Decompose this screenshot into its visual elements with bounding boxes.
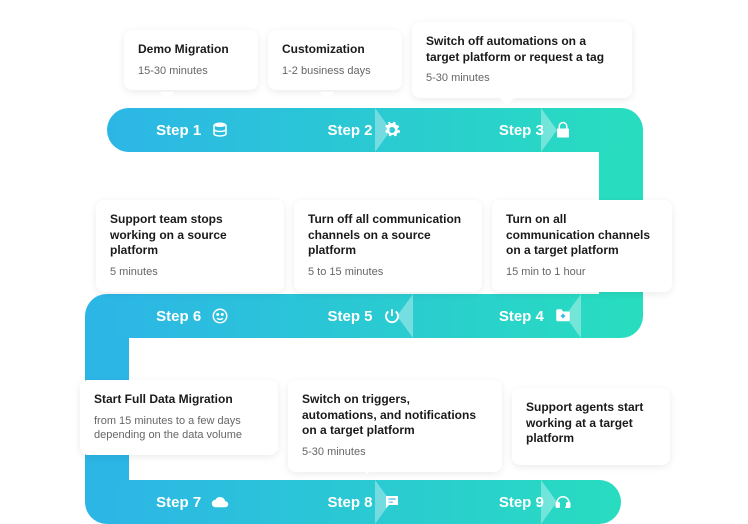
card-pointer: [500, 98, 514, 106]
step-7-title: Start Full Data Migration: [94, 392, 264, 408]
step-3-time: 5-30 minutes: [426, 71, 618, 86]
step-8-time: 5-30 minutes: [302, 445, 488, 460]
step-1-time: 15-30 minutes: [138, 64, 244, 79]
step-9-card: Support agents start working at a target…: [512, 388, 670, 465]
step-1-card: Demo Migration 15-30 minutes: [124, 30, 258, 90]
step-6-card: Support team stops working on a source p…: [96, 200, 284, 292]
step-5-time: 5 to 15 minutes: [308, 265, 468, 280]
step-5-title: Turn off all communication channels on a…: [308, 212, 468, 259]
step-3-title: Switch off automations on a target platf…: [426, 34, 618, 65]
step-5: Step 5: [278, 307, 449, 325]
step-8: Step 8: [278, 493, 449, 511]
step-4-label: Step 4: [499, 308, 544, 325]
step-2-time: 1-2 business days: [282, 64, 388, 79]
step-4-card: Turn on all communication channels on a …: [492, 200, 672, 292]
card-pointer: [180, 466, 194, 474]
step-8-card: Switch on triggers, automations, and not…: [288, 380, 502, 472]
step-2-title: Customization: [282, 42, 388, 58]
step-8-title: Switch on triggers, automations, and not…: [302, 392, 488, 439]
card-pointer: [540, 278, 554, 286]
step-1-label: Step 1: [156, 122, 201, 139]
step-4-title: Turn on all communication channels on a …: [506, 212, 658, 259]
step-5-label: Step 5: [327, 308, 372, 325]
step-7-time: from 15 minutes to a few days depending …: [94, 414, 264, 444]
step-6-time: 5 minutes: [110, 265, 270, 280]
step-6: Step 6: [107, 307, 278, 325]
chevron-divider: [565, 294, 581, 338]
chevron-divider: [541, 108, 557, 152]
step-7-card: Start Full Data Migration from 15 minute…: [80, 380, 278, 455]
card-pointer: [540, 454, 554, 462]
face-icon: [211, 307, 229, 325]
step-2-card: Customization 1-2 business days: [268, 30, 402, 90]
card-pointer: [160, 92, 174, 100]
chevron-divider: [397, 294, 413, 338]
step-6-title: Support team stops working on a source p…: [110, 212, 270, 259]
step-3-label: Step 3: [499, 122, 544, 139]
step-bar-row-1: Step 1 Step 2 Step 3: [107, 108, 621, 152]
step-6-label: Step 6: [156, 308, 201, 325]
step-4-time: 15 min to 1 hour: [506, 265, 658, 280]
card-pointer: [198, 278, 212, 286]
step-5-card: Turn off all communication channels on a…: [294, 200, 482, 292]
step-bar-row-2: Step 6 Step 5 Step 4: [107, 294, 621, 338]
chevron-divider: [541, 480, 557, 524]
step-4: Step 4: [450, 307, 621, 325]
step-2-label: Step 2: [327, 122, 372, 139]
chevron-divider: [375, 108, 391, 152]
step-3: Step 3: [450, 121, 621, 139]
step-bar-row-3: Step 7 Step 8 Step 9: [107, 480, 621, 524]
cloud-icon: [211, 493, 229, 511]
card-pointer: [360, 466, 374, 474]
step-3-card: Switch off automations on a target platf…: [412, 22, 632, 98]
step-9: Step 9: [450, 493, 621, 511]
step-1: Step 1: [107, 121, 278, 139]
step-1-title: Demo Migration: [138, 42, 244, 58]
card-pointer: [370, 278, 384, 286]
step-9-title: Support agents start working at a target…: [526, 400, 656, 447]
card-pointer: [320, 92, 334, 100]
step-2: Step 2: [278, 121, 449, 139]
step-7: Step 7: [107, 493, 278, 511]
chevron-divider: [375, 480, 391, 524]
database-icon: [211, 121, 229, 139]
